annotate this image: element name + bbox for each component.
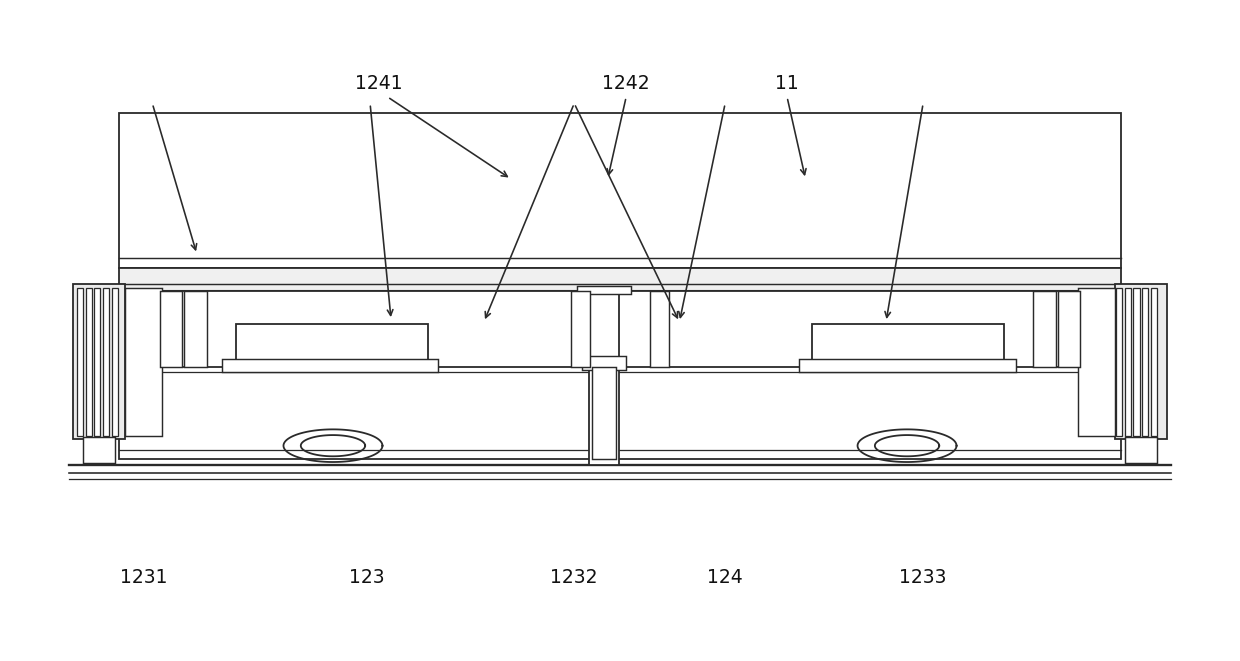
Bar	[1078, 288, 1115, 436]
Bar	[83, 437, 115, 463]
Bar	[812, 324, 1003, 364]
Bar	[1151, 288, 1157, 436]
Bar	[582, 356, 626, 370]
Bar	[119, 291, 1121, 459]
Bar	[1133, 288, 1140, 436]
Bar	[1125, 437, 1157, 463]
Bar	[1115, 284, 1167, 439]
Bar	[591, 367, 616, 459]
Text: 123: 123	[348, 568, 384, 587]
Text: 11: 11	[775, 74, 799, 93]
Bar	[1058, 291, 1080, 367]
Bar	[86, 288, 92, 436]
Text: 1231: 1231	[120, 568, 167, 587]
Bar	[103, 288, 109, 436]
Text: 1232: 1232	[551, 568, 598, 587]
Bar	[570, 291, 590, 367]
Bar	[77, 288, 83, 436]
Bar	[185, 291, 207, 367]
Bar	[577, 286, 631, 293]
Bar	[119, 113, 1121, 268]
Bar	[222, 359, 438, 372]
Bar	[650, 291, 670, 367]
Bar	[112, 288, 118, 436]
Text: 1242: 1242	[603, 74, 650, 93]
Bar	[1116, 288, 1122, 436]
Text: 124: 124	[707, 568, 743, 587]
Bar	[1033, 291, 1055, 367]
Bar	[73, 284, 125, 439]
Text: 1241: 1241	[355, 74, 403, 93]
Bar	[94, 288, 100, 436]
Bar	[800, 359, 1016, 372]
Bar	[589, 288, 619, 465]
Bar	[1125, 288, 1131, 436]
Bar	[237, 324, 428, 364]
Bar	[125, 288, 162, 436]
Bar	[119, 268, 1121, 294]
Bar	[1142, 288, 1148, 436]
Bar	[160, 291, 182, 367]
Text: 1233: 1233	[899, 568, 947, 587]
